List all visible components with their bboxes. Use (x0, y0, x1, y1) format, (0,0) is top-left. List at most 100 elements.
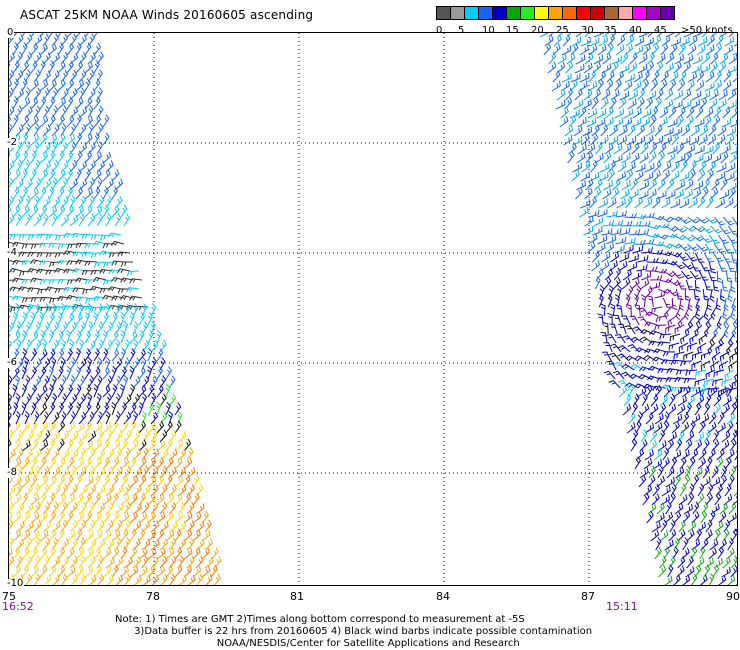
wind-barb (647, 502, 657, 515)
wind-barb (33, 34, 43, 47)
wind-barb (151, 574, 159, 585)
wind-barb (719, 33, 728, 38)
wind-barb (102, 329, 108, 344)
wind-barb (105, 195, 113, 209)
wind-barb (51, 448, 60, 461)
wind-barb (51, 213, 58, 227)
wind-barb (678, 42, 687, 56)
wind-barb (48, 475, 57, 488)
wind-barb (51, 356, 57, 371)
wind-barb (48, 438, 56, 452)
wind-barb (704, 529, 713, 542)
wind-barb (15, 321, 22, 335)
wind-barb (15, 213, 22, 227)
wind-barb (48, 348, 56, 362)
wind-barb (99, 287, 113, 294)
wind-barb (48, 384, 55, 398)
wind-barb (33, 105, 41, 119)
wind-barb (174, 546, 183, 560)
wind-barb (595, 117, 606, 128)
wind-barb (60, 375, 67, 389)
wind-barb (710, 225, 723, 234)
wind-barb (141, 465, 149, 479)
wind-barb (608, 284, 614, 299)
wind-barb (102, 456, 111, 470)
wind-barb (93, 151, 102, 164)
wind-barb (39, 366, 47, 380)
wind-barb (655, 234, 669, 240)
wind-barb (174, 493, 183, 506)
wind-barb (141, 393, 148, 407)
wind-barb (12, 259, 26, 265)
wind-barb (597, 234, 608, 245)
wind-barb (572, 135, 583, 146)
scale-swatch (632, 6, 647, 20)
wind-barb (114, 430, 123, 443)
wind-barb (26, 268, 41, 273)
wind-barb (626, 135, 637, 146)
wind-barb (640, 429, 648, 443)
wind-barb (69, 52, 79, 65)
wind-barb (33, 537, 41, 551)
wind-barb (593, 187, 602, 200)
wind-barb (60, 430, 69, 443)
wind-barb (695, 557, 705, 569)
wind-barb (626, 285, 634, 299)
wind-barb (9, 530, 11, 536)
wind-barb (686, 252, 698, 262)
wind-barb (66, 78, 75, 92)
wind-barb (665, 476, 675, 488)
wind-barb (150, 539, 160, 551)
wind-barb (723, 519, 731, 533)
wind-barb (196, 573, 204, 585)
scale-swatch (492, 6, 507, 20)
wind-barb (624, 213, 638, 219)
wind-barb (30, 420, 38, 434)
wind-barb (656, 223, 670, 229)
wind-barb (165, 457, 174, 470)
wind-barb (24, 106, 33, 119)
wind-barb (699, 413, 710, 425)
wind-barb (628, 90, 639, 101)
wind-barb (183, 565, 192, 578)
wind-barb (159, 538, 168, 551)
wind-barb (717, 386, 727, 398)
wind-barb (156, 384, 164, 398)
wind-barb (42, 483, 50, 497)
wind-barb (33, 411, 40, 425)
wind-barb (147, 457, 157, 470)
wind-barb (60, 339, 67, 353)
wind-barb (708, 124, 717, 137)
wind-barb (84, 348, 92, 362)
wind-barb (129, 384, 136, 398)
wind-barb (680, 360, 693, 367)
wind-barb (101, 294, 116, 300)
wind-barb (599, 134, 609, 146)
wind-barb (60, 214, 69, 227)
wind-barb (9, 438, 12, 447)
wind-barb (700, 360, 711, 371)
wind-barb (21, 401, 27, 416)
wind-barb (9, 375, 13, 386)
wind-barb (665, 324, 676, 334)
wind-barb (48, 168, 56, 182)
wind-barb (60, 88, 69, 101)
scale-label: 40 (629, 25, 642, 36)
wind-barb (658, 116, 668, 128)
wind-barb (93, 60, 100, 74)
wind-barb (637, 255, 649, 263)
x-axis-label: 75 (2, 590, 16, 603)
wind-barb (48, 186, 55, 200)
wind-barb (18, 286, 32, 292)
wind-barb (69, 178, 78, 191)
wind-barb (111, 492, 119, 506)
wind-barb (120, 277, 134, 283)
wind-barb (96, 195, 105, 209)
wind-barb (694, 324, 703, 337)
wind-barb (9, 332, 11, 338)
wind-barb (75, 150, 83, 164)
wind-barb (629, 189, 639, 200)
wind-barb (701, 52, 711, 65)
wind-barb (60, 123, 67, 137)
wind-barb (9, 152, 11, 158)
